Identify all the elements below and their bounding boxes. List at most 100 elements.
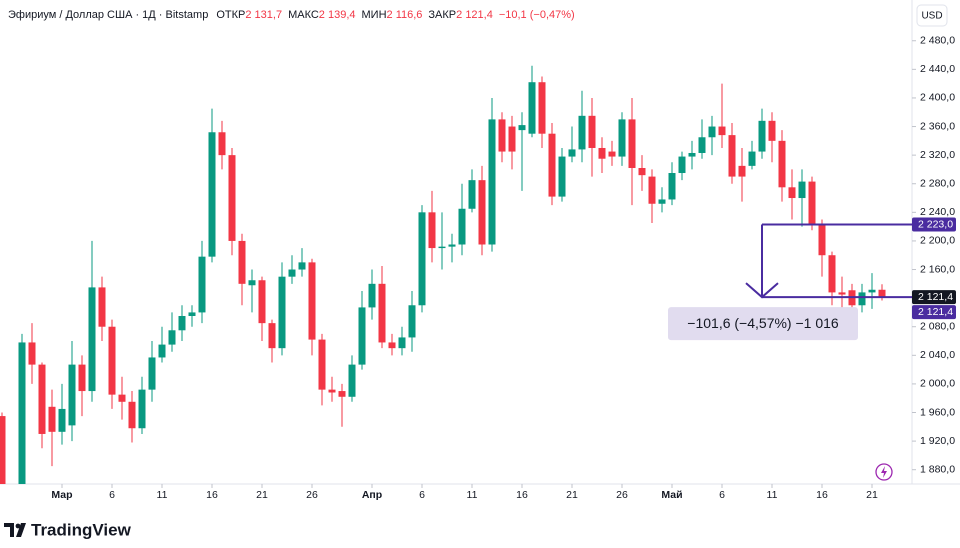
candle-body — [598, 147, 606, 159]
candle-body — [308, 262, 316, 340]
candle-body — [488, 119, 496, 245]
y-tick-label: 2 000,0 — [920, 378, 955, 390]
candle-body — [548, 133, 556, 197]
candle-body — [318, 339, 326, 390]
candle-body — [18, 342, 26, 484]
legend: Эфириум / Доллар США · 1Д · Bitstamp ОТКР… — [8, 9, 575, 21]
candle-body — [278, 276, 286, 349]
y-tick-label: 2 200,0 — [920, 235, 955, 247]
stat-value: 2 131,7 — [245, 9, 282, 21]
candle-body — [178, 315, 186, 331]
stat-value: 2 139,4 — [319, 9, 356, 21]
candle-body — [168, 330, 176, 345]
candle-body — [538, 82, 546, 134]
y-tick-label: 2 480,0 — [920, 35, 955, 47]
y-tick-label: 1 880,0 — [920, 463, 955, 475]
x-tick-label: 21 — [566, 489, 578, 501]
y-tick-label: 1 960,0 — [920, 406, 955, 418]
candle-body — [128, 401, 136, 429]
candle-body — [258, 280, 266, 324]
alert-icon[interactable] — [875, 463, 893, 481]
candle-body — [808, 181, 816, 226]
candle-body — [498, 119, 506, 152]
candle-body — [818, 225, 826, 256]
change: −10,1 (−0,47%) — [499, 9, 575, 21]
candle-body — [458, 208, 466, 245]
axes: 1 880,0 1 920,0 1 960,0 2 000,0 2 040,0 2 080… — [51, 35, 955, 501]
stat-label: МАКС — [288, 9, 319, 21]
candle-body — [48, 406, 56, 432]
candle-body — [478, 180, 486, 245]
candle-body — [348, 364, 356, 397]
y-tick-label: 2 320,0 — [920, 149, 955, 161]
x-tick-label: Апр — [362, 489, 382, 501]
candle-body — [118, 394, 126, 402]
candle-body — [468, 180, 476, 209]
candle-body — [798, 181, 806, 199]
logo-mark — [4, 523, 14, 537]
measure-from-label-bg — [912, 217, 956, 232]
measure-arrowhead — [745, 282, 779, 299]
candle-body — [98, 287, 106, 327]
currency[interactable]: USD — [921, 11, 942, 22]
x-tick-label: 11 — [767, 489, 778, 501]
candle-body — [618, 119, 626, 157]
candle-body — [158, 344, 166, 358]
candle-body — [0, 416, 6, 484]
logo-mark — [15, 523, 21, 529]
currency-button[interactable] — [916, 4, 948, 27]
alert-bolt[interactable] — [881, 466, 887, 478]
candle-body — [138, 389, 146, 429]
candle-body — [228, 155, 236, 241]
candle-body — [858, 292, 866, 306]
candle-body — [288, 269, 296, 277]
stat-label: ОТКР — [216, 9, 245, 21]
candle-body — [698, 137, 706, 153]
x-tick-label: 11 — [467, 489, 478, 501]
candle-body — [588, 115, 596, 148]
symbol: Эфириум / Доллар США · 1Д · Bitstamp — [8, 9, 208, 21]
y-tick-label: 2 400,0 — [920, 92, 955, 104]
y-tick-label: 2 440,0 — [920, 63, 955, 75]
candle-body — [758, 120, 766, 152]
candle-body — [638, 168, 646, 176]
candle-body — [408, 305, 416, 338]
y-tick-label: 2 360,0 — [920, 120, 955, 132]
x-tick-label: Май — [661, 489, 682, 501]
y-tick-label: 2 080,0 — [920, 320, 955, 332]
x-tick-label: 26 — [616, 489, 628, 501]
candle-body — [838, 292, 846, 295]
candle-body — [188, 312, 196, 316]
candle-body — [28, 342, 36, 365]
candle-body — [678, 156, 686, 174]
candle-body — [878, 289, 886, 298]
measure-to-label: 2 121,4 — [918, 306, 953, 318]
measure-box — [668, 307, 858, 341]
candle-body — [528, 82, 536, 134]
candle-body — [428, 212, 436, 249]
candle-body — [328, 389, 336, 393]
logo: TradingView — [4, 520, 132, 539]
candle-body — [518, 125, 526, 131]
candle-body — [578, 115, 586, 150]
candle-body — [778, 140, 786, 188]
candle-body — [238, 240, 246, 284]
y-tick-label: 2 160,0 — [920, 263, 955, 275]
logo-text: TradingView — [31, 520, 132, 539]
x-tick-label: 6 — [719, 489, 725, 501]
candle-body — [378, 283, 386, 343]
candle-body — [368, 283, 376, 308]
candle-body — [448, 244, 456, 247]
candle-body — [788, 187, 796, 199]
candle-body — [268, 323, 276, 349]
candle-body — [568, 149, 576, 157]
candle-body — [668, 173, 676, 200]
stat-value: 2 121,4 — [456, 9, 493, 21]
stat-label: ЗАКР — [428, 9, 456, 21]
stat-value: 2 116,6 — [387, 9, 423, 21]
logo-mark — [16, 523, 26, 537]
candle-body — [608, 151, 616, 157]
candle-body — [738, 165, 746, 177]
x-tick-label: 26 — [306, 489, 318, 501]
